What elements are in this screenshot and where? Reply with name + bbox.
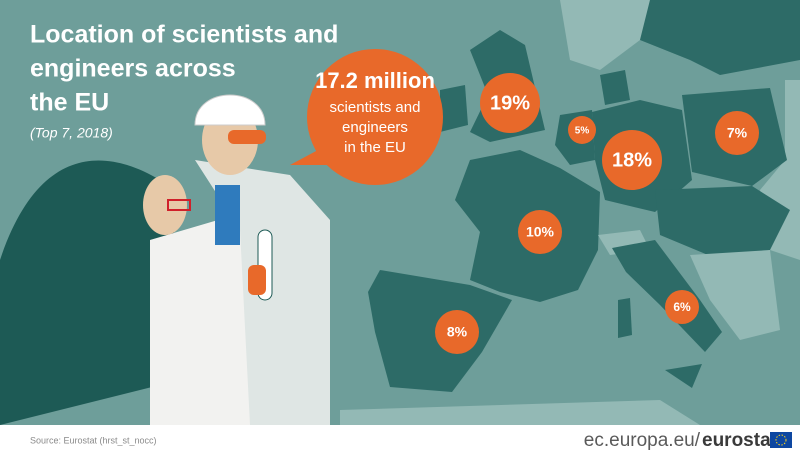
ireland [440,85,468,132]
label-bubble [480,73,540,133]
illustration [0,94,330,425]
africa [340,400,700,425]
share-label: 10% [526,224,555,240]
callout-line: scientists and [330,99,421,116]
callout-line: engineers [342,119,408,136]
hair [0,160,180,425]
sardinia [618,298,632,338]
label-bubble [665,290,699,324]
glasses [167,199,191,211]
share-label: 8% [447,324,468,340]
map-labels: 19% 5% 18% 7% 10% 6% 8% [435,73,759,354]
glove [248,265,266,295]
label-bubble [518,210,562,254]
nordics [640,0,800,75]
label-bubble [568,116,596,144]
shirt [215,185,240,245]
coat-woman [150,215,270,425]
title-line: Location of scientists and [30,21,338,49]
callout-bubble [307,49,443,185]
title-block: Location of scientists and engineers acr… [30,21,338,141]
share-label: 6% [673,300,691,314]
label-bubble [435,310,479,354]
site-link[interactable]: ec.europa.eu/ [584,430,701,451]
title-line: engineers across [30,55,236,83]
callout-line: 17.2 million [315,68,435,93]
share-label: 18% [612,149,652,171]
callout-tail [290,150,330,165]
denmark [600,70,630,105]
source: Source: Eurostat (hrst_st_nocc) [30,435,157,445]
share-label: 19% [490,92,530,114]
balkans [690,250,780,340]
subtitle: (Top 7, 2018) [30,125,113,141]
eu-flag [770,432,792,448]
callout [290,49,443,185]
share-label: 5% [575,126,590,137]
title-line: the EU [30,89,109,117]
brand: eurostat [702,430,778,451]
eu-stars [775,434,787,446]
face-woman [143,175,187,235]
share-label: 7% [727,125,748,141]
label-bubble [602,130,662,190]
central [655,186,790,260]
label-bubble [715,111,759,155]
hard-hat [194,94,266,126]
footer [0,425,800,457]
norway [560,0,650,70]
callout-line: in the EU [344,139,406,156]
italy [612,240,722,352]
goggles [228,130,266,144]
sicily [665,364,702,388]
